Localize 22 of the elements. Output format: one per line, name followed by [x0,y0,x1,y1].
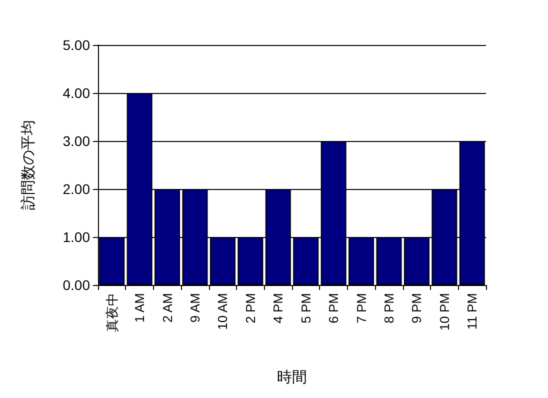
x-tick-label: 5 PM [298,293,314,324]
y-tick-label: 2.00 [62,181,90,197]
x-tick-label: 10 PM [436,293,452,331]
x-tick-label: 11 PM [464,293,480,330]
y-axis-title: 訪問数の平均 [20,120,37,210]
x-tick-label: 9 AM [188,293,202,323]
x-tick-label: 10 AM [215,293,230,330]
y-tick-label: 4.00 [62,85,90,101]
y-tick-label: 5.00 [62,37,90,53]
x-tick-label: 8 PM [382,293,396,324]
y-tick-label: 1.00 [62,229,90,245]
x-tick-label: 4 PM [270,293,286,324]
x-tick-label: 6 PM [326,293,342,324]
y-tick-label: 0.00 [62,277,90,293]
x-tick-label: 2 PM [242,293,258,324]
x-axis-title: 時間 [277,369,307,386]
x-tick-label: 9 PM [409,293,424,324]
y-tick-label: 3.00 [62,133,90,149]
x-tick-label: 1 AM [132,293,148,323]
x-tick-label: 7 PM [354,293,369,324]
x-tick-label: 真夜中 [104,293,120,332]
x-tick-label: 2 AM [160,293,175,323]
